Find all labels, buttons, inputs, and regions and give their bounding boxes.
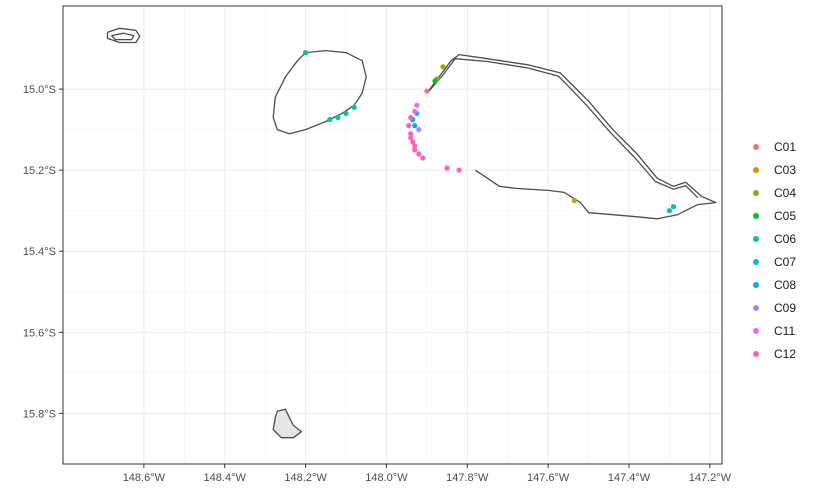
x-tick-label: 148.6°W bbox=[123, 472, 166, 484]
point-layer bbox=[303, 50, 677, 214]
legend-key-c12 bbox=[753, 351, 759, 357]
point-c12 bbox=[410, 139, 416, 145]
legend-label: C03 bbox=[774, 163, 796, 177]
point-c04 bbox=[440, 64, 446, 70]
land-outline bbox=[106, 27, 141, 44]
point-c01 bbox=[424, 88, 430, 94]
point-c12 bbox=[408, 131, 414, 137]
x-tick-label: 148.0°W bbox=[365, 472, 408, 484]
panel-border bbox=[62, 5, 723, 465]
point-c12 bbox=[456, 167, 462, 173]
land-outline bbox=[111, 32, 135, 41]
legend-key-c09 bbox=[753, 305, 759, 311]
legend-label: C11 bbox=[774, 324, 795, 338]
point-c12 bbox=[412, 143, 418, 149]
land-layer bbox=[106, 27, 717, 439]
legend-label: C12 bbox=[774, 347, 796, 361]
x-tick-label: 148.2°W bbox=[284, 472, 327, 484]
legend-key-c04 bbox=[753, 190, 759, 196]
x-tick-label: 147.6°W bbox=[527, 472, 570, 484]
legend-label: C08 bbox=[774, 278, 796, 292]
legend-label: C04 bbox=[774, 186, 796, 200]
legend-key-c05 bbox=[753, 213, 759, 219]
y-tick-label: 15.2°S bbox=[23, 165, 56, 177]
point-c06 bbox=[666, 208, 673, 214]
point-c06 bbox=[343, 110, 349, 116]
legend-key-c07 bbox=[753, 259, 759, 265]
point-c12 bbox=[444, 165, 450, 171]
x-tick-label: 148.4°W bbox=[204, 472, 247, 484]
x-tick-label: 147.4°W bbox=[608, 472, 651, 484]
axis-layer: 148.6°W 148.4°W 148.2°W 148.0°W 147.8°W 147.6… bbox=[23, 84, 732, 484]
legend-label: C01 bbox=[774, 140, 796, 154]
point-c03 bbox=[571, 197, 578, 204]
legend-label: C09 bbox=[774, 301, 796, 315]
point-c08 bbox=[412, 123, 418, 129]
point-c12 bbox=[412, 147, 418, 153]
x-tick-label: 147.2°W bbox=[689, 472, 732, 484]
land-outline bbox=[426, 53, 717, 220]
point-c06 bbox=[670, 204, 677, 210]
point-c11 bbox=[412, 108, 418, 114]
land-outline bbox=[272, 49, 367, 135]
legend-label: C06 bbox=[774, 232, 796, 246]
y-tick-label: 15.8°S bbox=[23, 408, 56, 420]
y-tick-label: 15.6°S bbox=[23, 327, 56, 339]
point-c06 bbox=[303, 50, 309, 56]
point-c06 bbox=[351, 104, 357, 110]
x-tick-label: 147.8°W bbox=[446, 472, 489, 484]
point-c12 bbox=[416, 151, 422, 157]
point-c12 bbox=[408, 114, 414, 121]
legend-label: C07 bbox=[774, 255, 796, 269]
point-c09 bbox=[416, 127, 422, 133]
point-c06 bbox=[335, 114, 341, 121]
point-c12 bbox=[408, 135, 414, 141]
grid-layer bbox=[63, 6, 722, 464]
land-outline bbox=[272, 408, 303, 439]
legend-label: C05 bbox=[774, 209, 796, 223]
legend: C01 C03 C04 C05 C06 C07 C08 C09 C11 C12 bbox=[753, 140, 796, 361]
y-tick-label: 15.4°S bbox=[23, 246, 56, 258]
legend-key-c06 bbox=[753, 236, 759, 242]
point-c05 bbox=[432, 78, 438, 84]
y-tick-label: 15.0°S bbox=[23, 84, 56, 96]
point-c12 bbox=[406, 123, 412, 129]
point-c06 bbox=[327, 116, 333, 123]
point-c12 bbox=[420, 155, 426, 161]
legend-key-c03 bbox=[753, 167, 759, 173]
legend-key-c11 bbox=[753, 328, 759, 334]
legend-key-c08 bbox=[753, 282, 759, 288]
land-outline bbox=[428, 58, 699, 199]
legend-key-c01 bbox=[753, 144, 759, 150]
point-c11 bbox=[414, 102, 420, 108]
